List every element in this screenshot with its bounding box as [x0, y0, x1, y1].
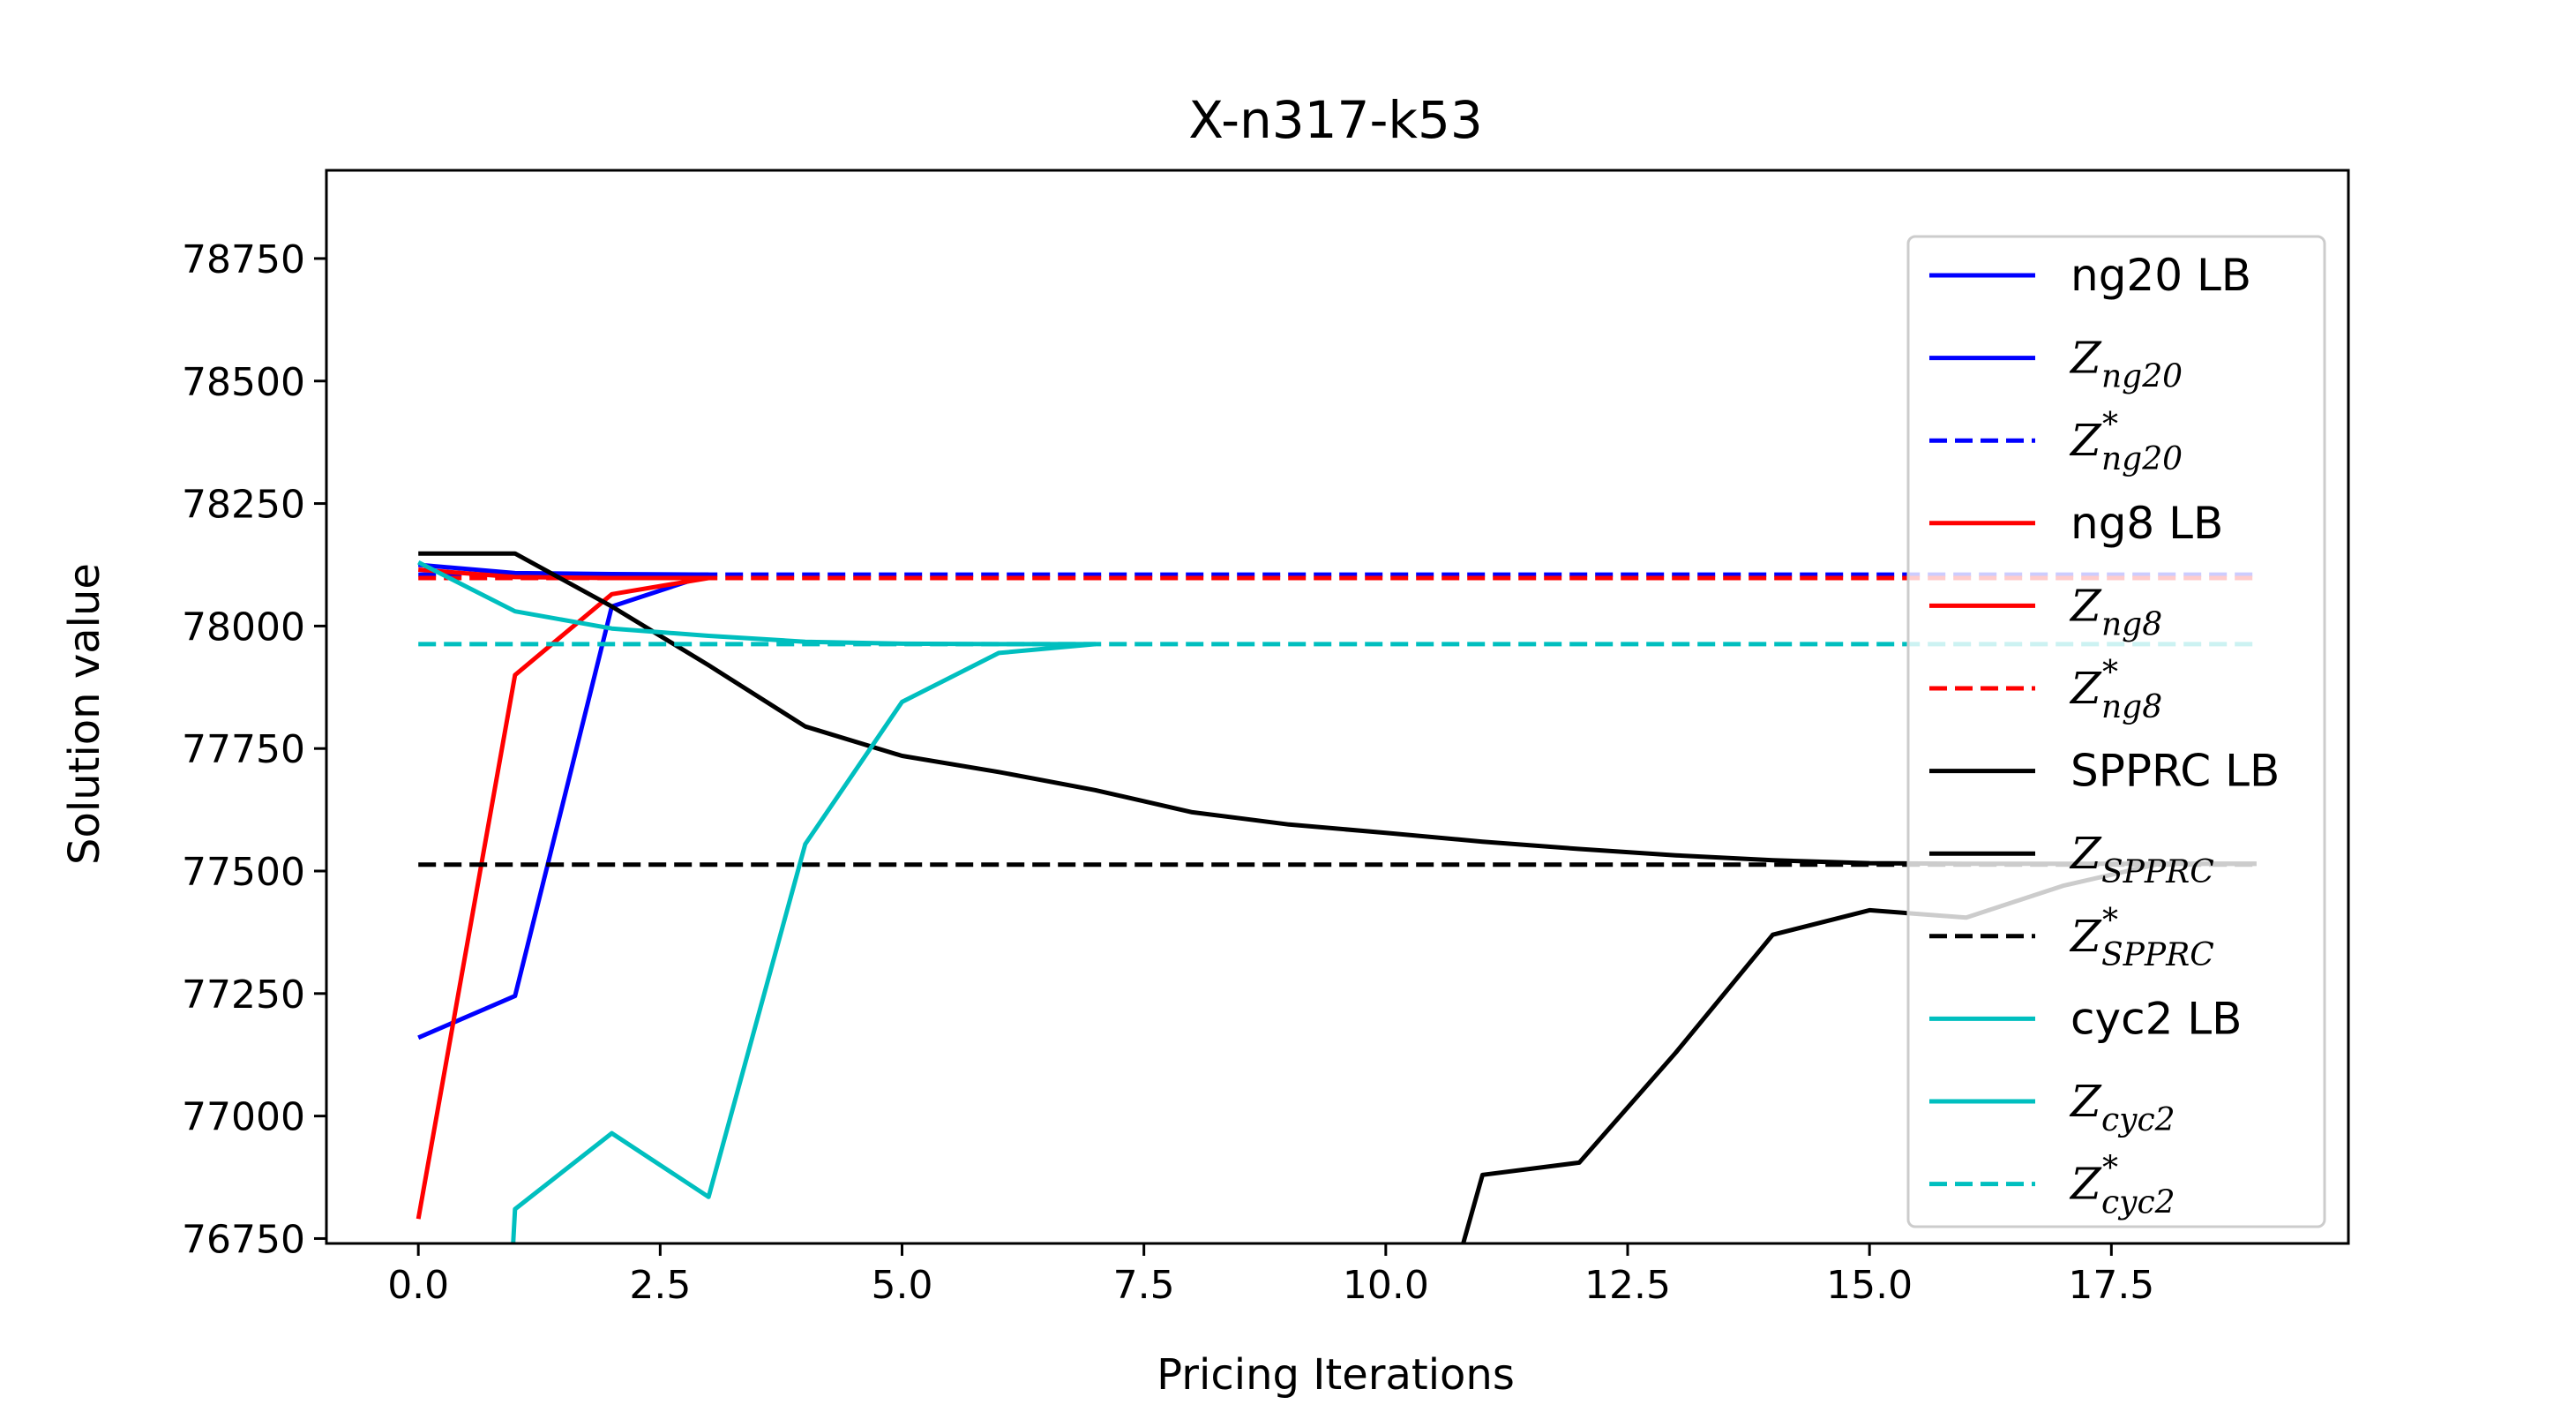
- x-tick-label: 5.0: [872, 1263, 933, 1308]
- legend-label-base: Z: [2069, 1076, 2102, 1127]
- x-tick-label: 10.0: [1343, 1263, 1429, 1308]
- chart-title: X-n317-k53: [1188, 90, 1483, 150]
- legend-label-2: Z *ng20: [2069, 407, 2183, 477]
- legend-label-sub: ng20: [2101, 359, 2183, 395]
- legend-label-base: Z: [2069, 828, 2102, 879]
- x-tick-label: 2.5: [629, 1263, 691, 1308]
- legend-label-base: Z: [2069, 1159, 2102, 1210]
- y-tick-label: 77000: [182, 1095, 305, 1140]
- y-tick-label: 76750: [182, 1217, 305, 1262]
- legend-label-6: SPPRC LB: [2071, 746, 2280, 797]
- legend-label-sup: *: [2102, 1151, 2118, 1187]
- series-line-3: [416, 575, 709, 1220]
- legend-label-sub: cyc2: [2101, 1102, 2175, 1138]
- legend-label-5: Z *ng8: [2069, 655, 2162, 725]
- y-tick-label: 77500: [182, 850, 305, 895]
- plot-frame: [325, 169, 2350, 1245]
- legend-label-sup: *: [2102, 655, 2118, 691]
- legend-label-base: Z: [2069, 663, 2102, 714]
- x-tick-label: 15.0: [1826, 1263, 1913, 1308]
- ticks-layer: 0.0 2.5 5.0 7.5 10.0 12.5 15.0 17.5 76750 77000 77…: [182, 237, 2154, 1308]
- x-tick-label: 12.5: [1584, 1263, 1671, 1308]
- legend-label-0: ng20 LB: [2071, 250, 2251, 301]
- y-tick-label: 78750: [182, 237, 305, 282]
- x-tick-label: 17.5: [2068, 1263, 2154, 1308]
- y-axis-label: Solution value: [60, 563, 109, 865]
- legend-label-base: Z: [2069, 333, 2102, 384]
- y-tick-label: 78250: [182, 483, 305, 528]
- y-tick-label: 78000: [182, 605, 305, 650]
- legend-label-sub: cyc2: [2101, 1185, 2175, 1221]
- y-tick-label: 77250: [182, 973, 305, 1018]
- legend-label-base: Z: [2069, 911, 2102, 962]
- y-tick-label: 78500: [182, 360, 305, 405]
- x-axis-label: Pricing Iterations: [1157, 1350, 1515, 1400]
- legend-label-base: Z: [2069, 415, 2102, 466]
- legend-label-7: Z SPPRC: [2069, 828, 2214, 890]
- legend-label-sup: *: [2102, 407, 2118, 443]
- legend-label-sup: *: [2102, 903, 2118, 939]
- legend-label-8: Z *SPPRC: [2069, 903, 2214, 973]
- legend-label-sub: ng20: [2101, 441, 2183, 477]
- legend-label-9: cyc2 LB: [2071, 993, 2242, 1044]
- x-tick-label: 7.5: [1113, 1263, 1175, 1308]
- legend-label-sub: ng8: [2101, 689, 2162, 725]
- series-line-0: [417, 572, 709, 1040]
- y-tick-label: 77750: [182, 727, 305, 772]
- series-line-9: [511, 642, 1097, 1243]
- legend-label-base: Z: [2069, 580, 2102, 631]
- x-tick-label: 0.0: [387, 1263, 449, 1308]
- legend-label-sub: ng8: [2101, 606, 2162, 642]
- legend-label-11: Z *cyc2: [2069, 1151, 2175, 1221]
- legend-label-sub: SPPRC: [2101, 937, 2214, 973]
- legend-frame: [1906, 235, 2326, 1228]
- legend-label-sub: SPPRC: [2101, 854, 2214, 890]
- legend-label-3: ng8 LB: [2071, 498, 2223, 549]
